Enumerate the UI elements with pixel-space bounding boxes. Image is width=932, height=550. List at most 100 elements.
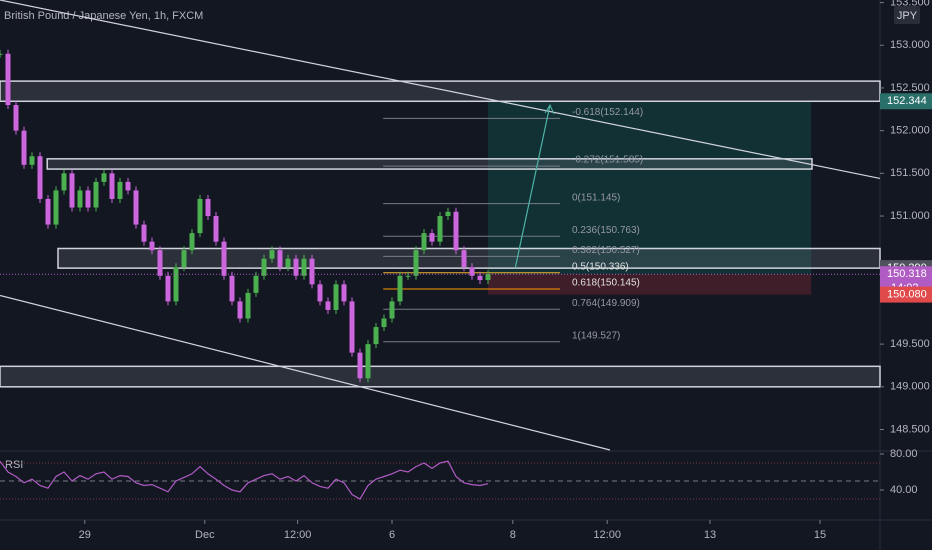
chart-title: British Pound / Japanese Yen, 1h, FXCM bbox=[4, 10, 203, 22]
fib-label: -0.272(151.585) bbox=[572, 155, 643, 166]
candle bbox=[437, 216, 443, 242]
fib-label: 0.236(150.763) bbox=[572, 225, 640, 236]
arrow bbox=[514, 104, 551, 269]
y-tick-label: 151.000 bbox=[890, 210, 930, 222]
candle bbox=[293, 258, 299, 276]
candle bbox=[157, 250, 163, 276]
candle bbox=[325, 301, 331, 310]
currency-badge bbox=[894, 6, 920, 24]
candle bbox=[413, 250, 419, 276]
zone bbox=[0, 80, 881, 103]
candle bbox=[373, 327, 379, 345]
candle bbox=[221, 241, 227, 276]
x-tick-label: 15 bbox=[814, 529, 826, 541]
zone bbox=[0, 365, 881, 388]
candle bbox=[189, 233, 195, 251]
candle bbox=[253, 275, 259, 293]
y-tick-label: 152.500 bbox=[890, 82, 930, 94]
x-tick-label: 12:00 bbox=[284, 529, 312, 541]
price-tag-label: 150.080 bbox=[887, 288, 927, 300]
stop-zone bbox=[488, 274, 812, 295]
currency: JPY bbox=[897, 10, 918, 22]
x-tick-label: 12:00 bbox=[593, 529, 621, 541]
x-tick-label: 13 bbox=[704, 529, 716, 541]
rsi-tick-label: 40.00 bbox=[890, 484, 918, 496]
candle bbox=[125, 181, 131, 191]
candle bbox=[485, 274, 491, 281]
candle bbox=[341, 284, 347, 302]
fib-label: 0.618(150.145) bbox=[572, 278, 640, 289]
y-tick-label: 149.500 bbox=[890, 338, 930, 350]
x-tick-label: 29 bbox=[79, 529, 91, 541]
candle bbox=[53, 190, 59, 225]
y-tick-label: 152.000 bbox=[890, 125, 930, 137]
fib-label: -0.618(152.144) bbox=[572, 107, 643, 118]
candle bbox=[93, 181, 99, 208]
candle bbox=[269, 250, 275, 259]
candle bbox=[69, 173, 75, 208]
candle bbox=[205, 198, 211, 217]
rsi-tick-label: 80.00 bbox=[890, 448, 918, 460]
y-tick-label: 151.500 bbox=[890, 167, 930, 179]
zone bbox=[46, 158, 813, 170]
candle bbox=[5, 53, 11, 106]
candle bbox=[309, 258, 315, 285]
candle bbox=[117, 181, 123, 199]
price-tag-label: 152.344 bbox=[887, 95, 927, 107]
candle bbox=[261, 258, 267, 276]
candle bbox=[133, 190, 139, 225]
candle bbox=[365, 344, 371, 379]
candle bbox=[173, 267, 179, 302]
candle bbox=[333, 284, 339, 310]
candle bbox=[141, 224, 147, 242]
candle bbox=[421, 233, 427, 251]
price-tag-label: 150.318 bbox=[887, 268, 927, 280]
candle bbox=[445, 211, 451, 217]
fib-label: 1(149.527) bbox=[572, 330, 620, 341]
candle bbox=[37, 156, 43, 199]
trend-line bbox=[0, 0, 881, 180]
x-tick-label: 8 bbox=[510, 529, 516, 541]
candle bbox=[405, 275, 411, 277]
rsi-line bbox=[0, 460, 489, 500]
y-tick-label: 148.500 bbox=[890, 423, 930, 435]
candle bbox=[181, 250, 187, 268]
candle bbox=[381, 318, 387, 328]
candle bbox=[357, 352, 363, 379]
y-tick-label: 153.000 bbox=[890, 39, 930, 51]
price-tag bbox=[880, 93, 932, 110]
candle bbox=[477, 275, 483, 281]
candle bbox=[461, 250, 467, 268]
candle bbox=[165, 275, 171, 302]
arrow-head bbox=[544, 103, 555, 115]
candle bbox=[21, 130, 27, 165]
candle bbox=[429, 233, 435, 242]
y-tick-label: 153.500 bbox=[890, 0, 930, 8]
candle bbox=[397, 275, 403, 302]
zone bbox=[57, 247, 881, 269]
candle bbox=[109, 173, 115, 199]
candle bbox=[29, 156, 35, 165]
candle bbox=[301, 258, 307, 276]
candle bbox=[61, 173, 67, 191]
fib-label: 0.764(149.909) bbox=[572, 298, 640, 309]
candle bbox=[245, 292, 251, 319]
candle bbox=[277, 250, 283, 268]
candle bbox=[77, 190, 83, 208]
candle bbox=[453, 211, 459, 251]
candle bbox=[45, 198, 51, 225]
candle bbox=[349, 301, 355, 353]
fib-label: 0.382(150.527) bbox=[572, 245, 640, 256]
x-tick-label: 6 bbox=[389, 529, 395, 541]
candle bbox=[149, 241, 155, 251]
candle bbox=[213, 216, 219, 242]
candle bbox=[197, 198, 203, 234]
candle bbox=[0, 53, 3, 55]
candle bbox=[229, 275, 235, 302]
y-tick-label: 149.000 bbox=[890, 381, 930, 393]
rsi-label: RSI bbox=[5, 459, 23, 471]
fib-label: 0(151.145) bbox=[572, 192, 620, 203]
target-zone bbox=[488, 101, 812, 275]
